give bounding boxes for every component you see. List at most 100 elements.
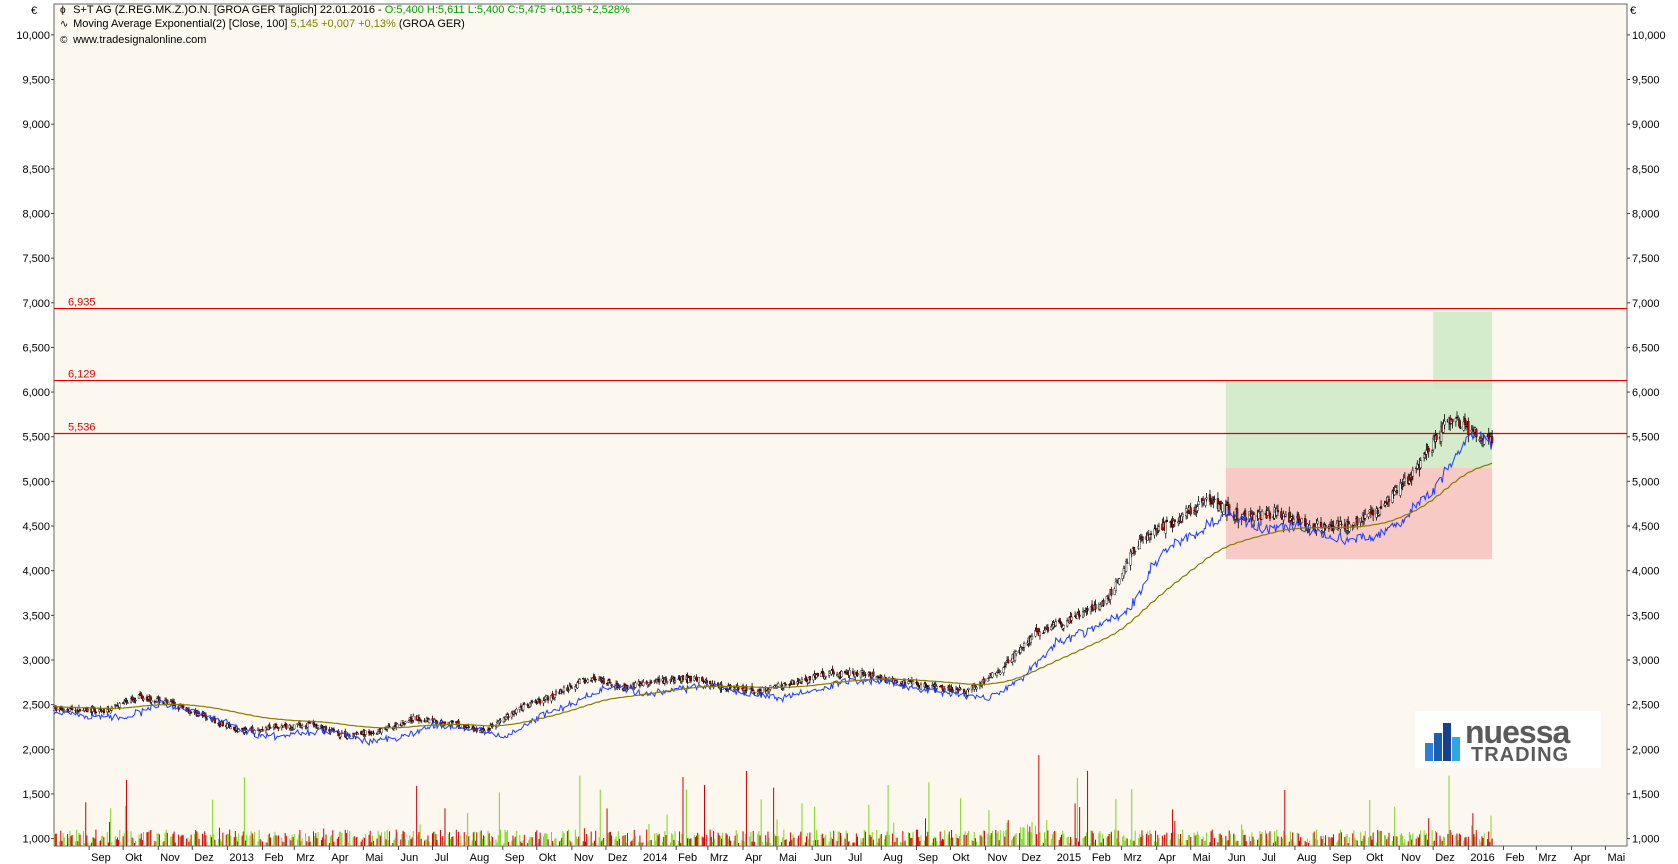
candle-body	[689, 675, 693, 682]
header-ma-value: 5,145 +0,007 +0,13%	[290, 18, 396, 30]
candle-body	[301, 725, 304, 728]
candle-body	[137, 694, 141, 699]
candle-body	[1258, 511, 1261, 513]
x-tick-label: 2016	[1470, 852, 1494, 864]
candle-body	[626, 685, 629, 688]
logo-bars-icon	[1425, 721, 1470, 761]
x-tick-label: Nov	[574, 852, 594, 864]
candle-body	[370, 732, 373, 735]
candle-body	[594, 679, 597, 681]
level-label-2: 5,536	[68, 422, 96, 434]
candle-body	[1356, 517, 1359, 525]
candle-body	[1059, 621, 1062, 623]
x-tick-label: Mrz	[710, 852, 728, 864]
indicator-lines-layer	[53, 430, 1493, 747]
candle-body	[412, 715, 415, 721]
candle-body	[642, 681, 645, 686]
candle-body	[140, 693, 143, 697]
y-tick-right: 5,000	[1632, 476, 1660, 488]
candle-body	[782, 683, 785, 688]
candle-body	[1367, 513, 1370, 517]
candle-body	[1029, 637, 1032, 643]
x-tick-label: Jun	[401, 852, 419, 864]
candle-body	[149, 695, 152, 701]
candle-body	[269, 727, 272, 729]
candle-body	[285, 723, 288, 729]
candle-body	[554, 691, 558, 694]
candle-body	[1134, 550, 1137, 553]
candle-body	[404, 721, 407, 724]
candle-body	[582, 678, 585, 680]
x-tick-label: Mrz	[1124, 852, 1142, 864]
candle-body	[799, 682, 802, 684]
candle-body	[1416, 463, 1419, 469]
candle-body	[1007, 659, 1010, 663]
logo-text-nuessa: nuessa	[1465, 714, 1570, 750]
candle-body	[1196, 506, 1199, 511]
candle-body	[805, 679, 808, 682]
candle-body	[420, 720, 423, 722]
candle-body	[1154, 527, 1157, 530]
candle-body	[226, 723, 229, 728]
candle-body	[526, 704, 529, 706]
candle-body	[306, 722, 309, 728]
x-tick-label: Jul	[1262, 852, 1276, 864]
candle-body	[519, 705, 523, 708]
candle-body	[561, 691, 564, 693]
y-tick-right: 6,500	[1632, 342, 1660, 354]
volume-layer	[53, 755, 1493, 846]
candle-body	[515, 708, 518, 714]
currency-label-left: €	[31, 5, 37, 17]
candle-body	[1020, 648, 1023, 650]
candle-body	[99, 708, 102, 711]
candle-body	[1138, 539, 1141, 550]
candle-body	[1240, 518, 1243, 521]
candle-body	[927, 687, 930, 689]
x-tick-label: 2015	[1057, 852, 1081, 864]
level-label-1: 6,129	[68, 369, 96, 381]
candle-body	[1212, 501, 1215, 503]
nuessa-logo: nuessa TRADING	[1415, 711, 1601, 768]
candle-body	[896, 681, 899, 683]
candle-body	[1114, 581, 1117, 591]
x-tick-label: Sep	[918, 852, 938, 864]
candle-body	[586, 679, 589, 683]
y-tick-right: 9,000	[1632, 119, 1660, 131]
candle-body	[701, 677, 704, 682]
candle-body	[1379, 506, 1383, 509]
candle-body	[872, 671, 875, 677]
candle-body	[911, 681, 915, 685]
y-tick-left: 9,500	[22, 75, 50, 87]
x-tick-label: Nov	[1401, 852, 1421, 864]
candle-body	[678, 677, 681, 679]
candle-body	[824, 676, 827, 678]
candle-body	[1046, 627, 1049, 632]
y-tick-left: 4,500	[22, 521, 50, 533]
candle-body	[1118, 578, 1121, 585]
candle-body	[1003, 665, 1006, 668]
y-tick-right: 9,500	[1632, 75, 1660, 87]
y-tick-left: 9,000	[22, 119, 50, 131]
candle-body	[1300, 518, 1303, 524]
candle-body	[785, 684, 788, 686]
candle-body	[737, 687, 740, 690]
zone-green-2	[1433, 311, 1493, 390]
candle-body	[578, 679, 581, 684]
candle-body	[576, 682, 579, 689]
candle-body	[1098, 604, 1102, 610]
candle-body	[1276, 509, 1280, 513]
candle-body	[1387, 498, 1391, 502]
candle-body	[567, 689, 570, 692]
logo-text-trading: TRADING	[1471, 744, 1570, 766]
candle-body	[1440, 425, 1443, 442]
candle-body	[1282, 513, 1285, 521]
candle-body	[1164, 521, 1167, 534]
x-tick-label: Aug	[883, 852, 903, 864]
candle-body	[1322, 527, 1325, 532]
y-tick-right: 3,500	[1632, 610, 1660, 622]
candle-body	[562, 686, 566, 692]
candle-body	[1378, 507, 1382, 515]
candle-body	[58, 709, 61, 711]
y-tick-left: 3,000	[22, 655, 50, 667]
